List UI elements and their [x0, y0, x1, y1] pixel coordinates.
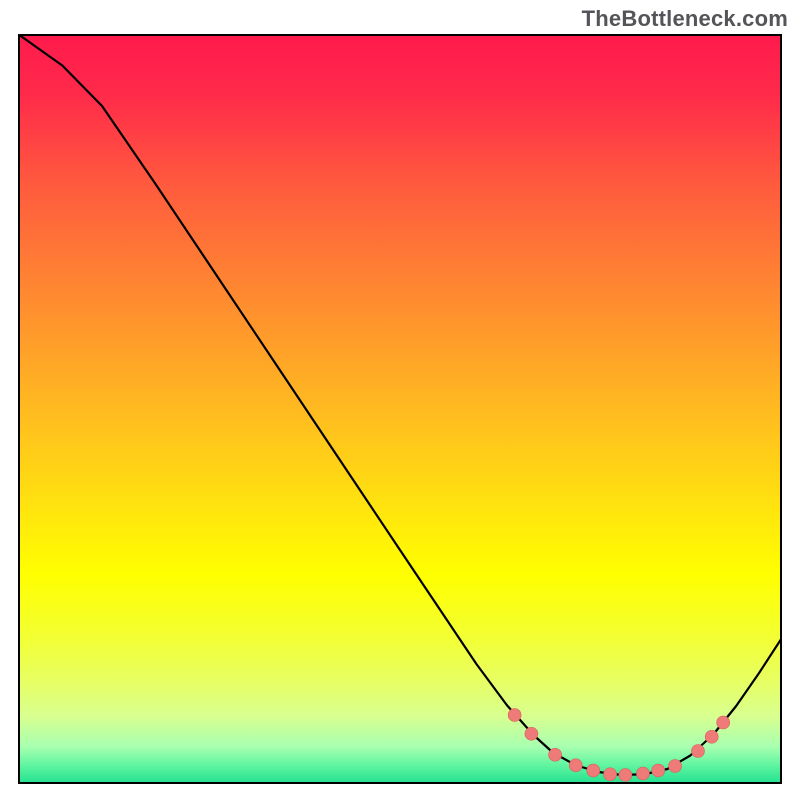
watermark-text: TheBottleneck.com [582, 6, 788, 32]
chart-container: TheBottleneck.com [0, 0, 800, 800]
plot-area [18, 34, 782, 784]
plot-border [18, 34, 782, 784]
